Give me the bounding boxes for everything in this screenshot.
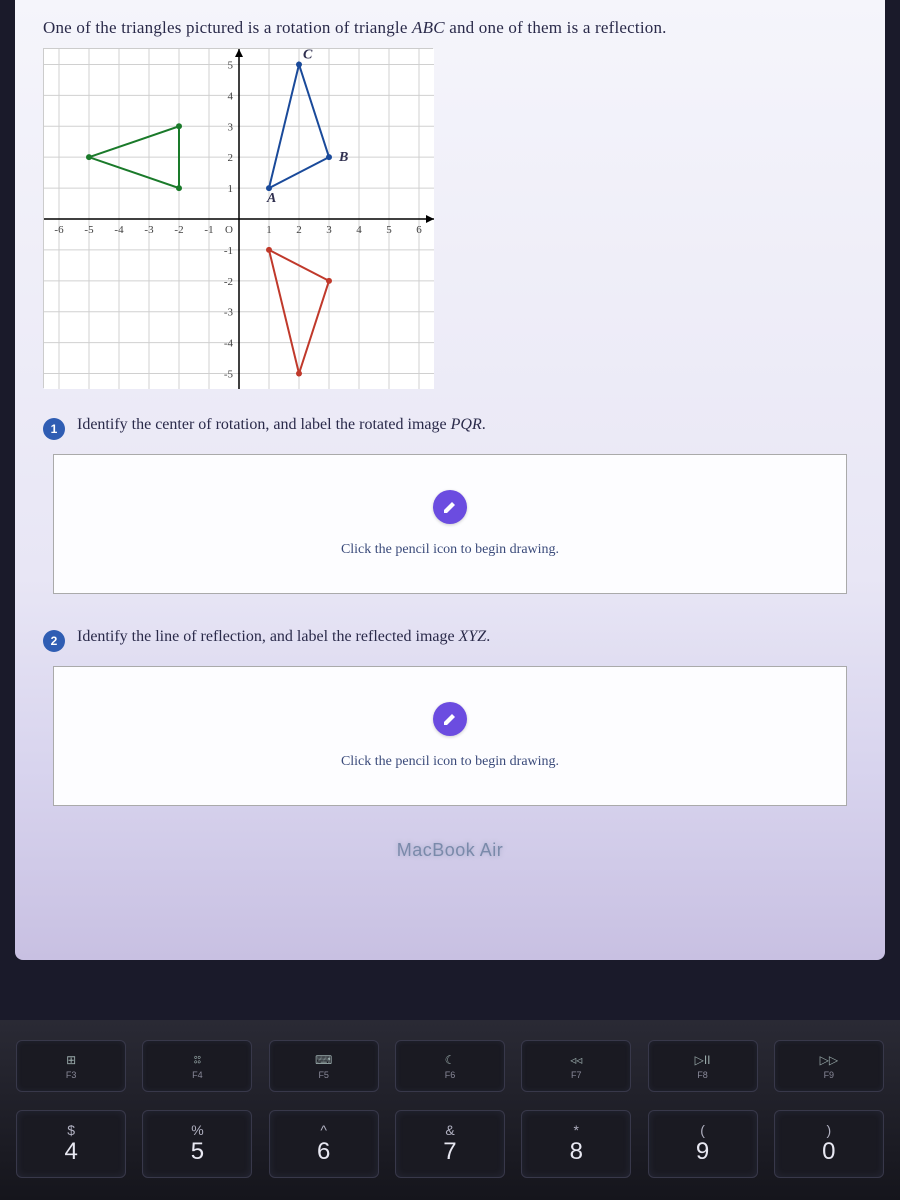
svg-text:3: 3 — [326, 224, 332, 236]
key-number: 5 — [191, 1138, 204, 1166]
drawing-area[interactable]: Click the pencil icon to begin drawing. — [53, 666, 847, 806]
svg-text:-4: -4 — [114, 224, 124, 236]
question-badge: 1 — [43, 418, 65, 440]
fkey-symbol-icon: ◃◃ — [570, 1053, 582, 1067]
pencil-button[interactable] — [433, 490, 467, 524]
fkey-label: F3 — [66, 1070, 77, 1080]
fkey-label: F5 — [318, 1070, 329, 1080]
number-key[interactable]: %5 — [142, 1110, 252, 1178]
q-suffix: . — [486, 628, 490, 645]
number-key[interactable]: )0 — [774, 1110, 884, 1178]
q-suffix: . — [482, 416, 486, 433]
svg-text:A: A — [266, 191, 276, 206]
key-number: 9 — [696, 1138, 709, 1166]
svg-text:1: 1 — [266, 224, 272, 236]
key-symbol: ^ — [320, 1122, 327, 1138]
chart-svg: -6 -5 -4 -3 -2 -1 1 2 3 4 5 6 -5 -4 -3 -2 -1 1 2 3 4 5 O A B C — [44, 49, 434, 389]
key-symbol: & — [445, 1122, 454, 1138]
fkey-symbol-icon: ▷II — [695, 1053, 711, 1067]
key-number: 7 — [443, 1138, 456, 1166]
key-number: 0 — [822, 1138, 835, 1166]
number-key[interactable]: *8 — [521, 1110, 631, 1178]
svg-text:B: B — [338, 150, 348, 165]
question-row: 2 Identify the line of reflection, and l… — [43, 628, 857, 652]
function-key[interactable]: ◃◃ F7 — [521, 1040, 631, 1092]
svg-text:5: 5 — [228, 59, 234, 71]
function-key[interactable]: ⊞ F3 — [16, 1040, 126, 1092]
svg-text:-3: -3 — [224, 307, 234, 319]
function-key[interactable]: ▷II F8 — [648, 1040, 758, 1092]
title-prefix: One of the triangles pictured is a rotat… — [43, 18, 412, 37]
question-text: Identify the line of reflection, and lab… — [77, 628, 490, 646]
svg-text:2: 2 — [296, 224, 302, 236]
question-text: Identify the center of rotation, and lab… — [77, 416, 486, 434]
coordinate-chart: -6 -5 -4 -3 -2 -1 1 2 3 4 5 6 -5 -4 -3 -2 -1 1 2 3 4 5 O A B C — [43, 48, 433, 388]
keyboard-strip: ⊞F3⦂⦂F4⌨F5☾F6◃◃F7▷IIF8▷▷F9 $4%5^6&7*8(9)… — [0, 1020, 900, 1200]
question-badge: 2 — [43, 630, 65, 652]
key-symbol: $ — [67, 1122, 75, 1138]
svg-text:3: 3 — [228, 121, 234, 133]
function-key[interactable]: ⌨ F5 — [269, 1040, 379, 1092]
q-prefix: Identify the line of reflection, and lab… — [77, 628, 459, 645]
key-number: 8 — [570, 1138, 583, 1166]
svg-text:-6: -6 — [54, 224, 64, 236]
svg-text:-4: -4 — [224, 338, 234, 350]
fkey-label: F4 — [192, 1070, 203, 1080]
svg-text:-3: -3 — [144, 224, 154, 236]
question-row: 1 Identify the center of rotation, and l… — [43, 416, 857, 440]
function-key[interactable]: ☾ F6 — [395, 1040, 505, 1092]
svg-text:4: 4 — [356, 224, 362, 236]
fkey-label: F9 — [824, 1070, 835, 1080]
svg-text:2: 2 — [228, 152, 234, 164]
q-em: XYZ — [459, 628, 487, 645]
title-emph: ABC — [412, 18, 445, 37]
svg-text:-5: -5 — [84, 224, 94, 236]
function-key[interactable]: ⦂⦂ F4 — [142, 1040, 252, 1092]
svg-text:O: O — [225, 224, 233, 236]
key-number: 6 — [317, 1138, 330, 1166]
fkey-label: F6 — [445, 1070, 456, 1080]
number-key-row: $4%5^6&7*8(9)0 — [12, 1110, 888, 1178]
svg-text:-1: -1 — [204, 224, 213, 236]
fkey-symbol-icon: ▷▷ — [820, 1053, 838, 1067]
fkey-symbol-icon: ⦂⦂ — [194, 1052, 201, 1067]
number-key[interactable]: ^6 — [269, 1110, 379, 1178]
svg-text:1: 1 — [228, 183, 234, 195]
svg-text:6: 6 — [416, 224, 422, 236]
drawing-area[interactable]: Click the pencil icon to begin drawing. — [53, 454, 847, 594]
key-symbol: ( — [700, 1122, 705, 1138]
q-prefix: Identify the center of rotation, and lab… — [77, 416, 451, 433]
macbook-label: MacBook Air — [43, 840, 857, 861]
pencil-icon — [442, 711, 458, 727]
svg-text:4: 4 — [228, 90, 234, 102]
fkey-label: F7 — [571, 1070, 582, 1080]
svg-text:-2: -2 — [224, 276, 233, 288]
draw-hint: Click the pencil icon to begin drawing. — [341, 542, 559, 558]
key-symbol: * — [574, 1122, 579, 1138]
svg-text:5: 5 — [386, 224, 392, 236]
key-symbol: % — [191, 1122, 203, 1138]
number-key[interactable]: (9 — [648, 1110, 758, 1178]
key-number: 4 — [64, 1138, 77, 1166]
function-key-row: ⊞ F3 ⦂⦂ F4 ⌨ F5 ☾ F6 ◃◃ F7 ▷II F8 ▷▷ F9 — [12, 1040, 888, 1092]
function-key[interactable]: ▷▷ F9 — [774, 1040, 884, 1092]
fkey-label: F8 — [697, 1070, 708, 1080]
svg-text:-1: -1 — [224, 245, 233, 257]
pencil-icon — [442, 499, 458, 515]
question-title: One of the triangles pictured is a rotat… — [43, 18, 857, 38]
svg-text:-5: -5 — [224, 369, 234, 381]
q-em: PQR — [451, 416, 482, 433]
fkey-symbol-icon: ⊞ — [66, 1053, 76, 1067]
fkey-symbol-icon: ⌨ — [315, 1053, 332, 1067]
draw-hint: Click the pencil icon to begin drawing. — [341, 754, 559, 770]
pencil-button[interactable] — [433, 702, 467, 736]
title-suffix: and one of them is a reflection. — [445, 18, 667, 37]
fkey-symbol-icon: ☾ — [445, 1053, 456, 1067]
number-key[interactable]: $4 — [16, 1110, 126, 1178]
quiz-screen: One of the triangles pictured is a rotat… — [15, 0, 885, 960]
svg-text:-2: -2 — [174, 224, 183, 236]
svg-text:C: C — [303, 49, 313, 62]
number-key[interactable]: &7 — [395, 1110, 505, 1178]
key-symbol: ) — [826, 1122, 831, 1138]
